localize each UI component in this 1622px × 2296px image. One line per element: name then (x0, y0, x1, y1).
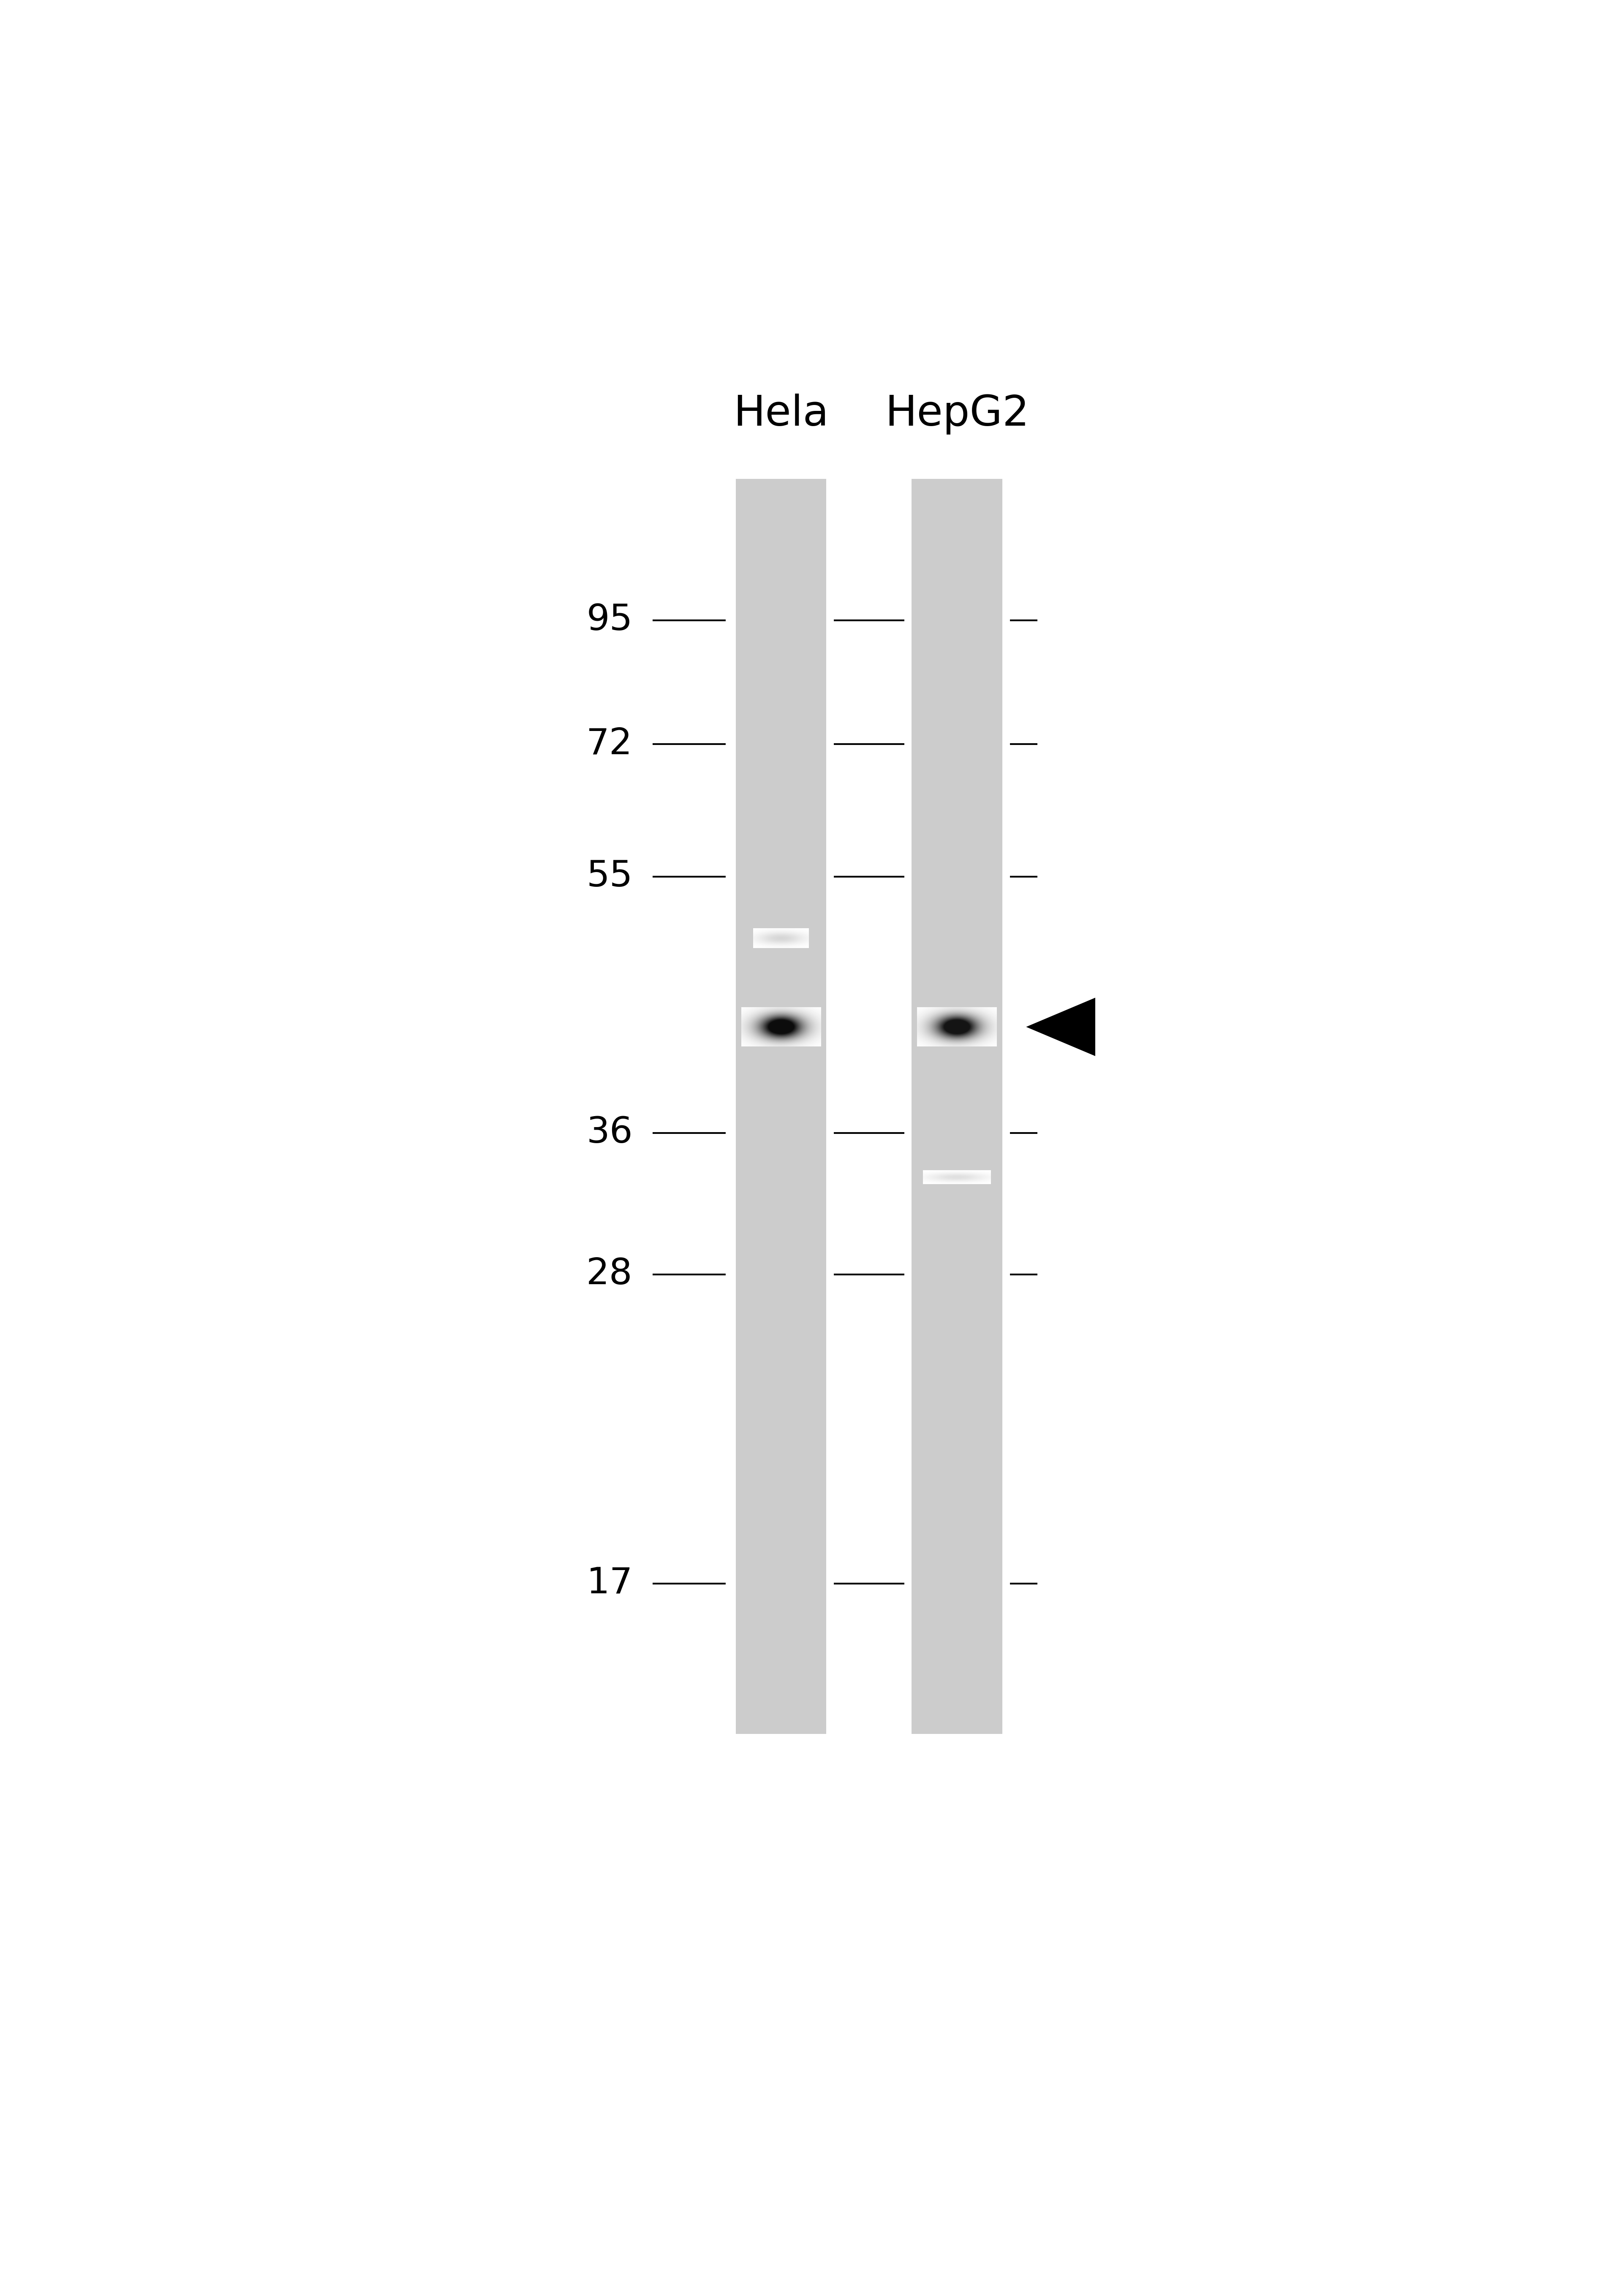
Text: 55: 55 (587, 859, 633, 893)
Polygon shape (1027, 999, 1095, 1056)
Text: 28: 28 (587, 1256, 633, 1293)
Text: 36: 36 (587, 1116, 633, 1150)
Text: HepG2: HepG2 (886, 393, 1028, 434)
Text: Hela: Hela (733, 393, 829, 434)
Bar (912, 480, 1002, 1733)
Text: 72: 72 (587, 726, 633, 762)
Text: 95: 95 (587, 604, 633, 638)
Text: 17: 17 (587, 1566, 633, 1600)
Bar (736, 480, 826, 1733)
